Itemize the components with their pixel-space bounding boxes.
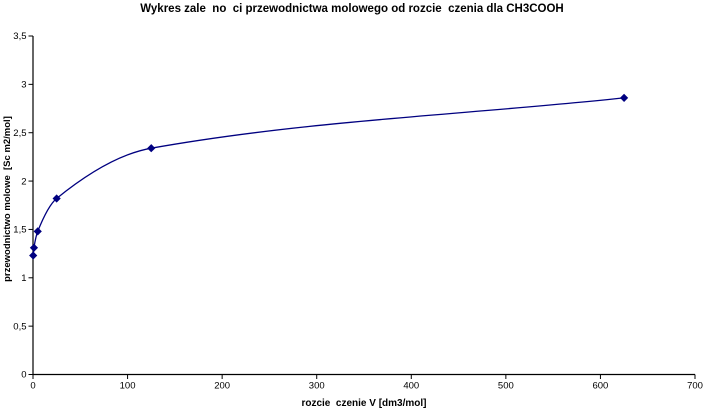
y-tick-label: 0 bbox=[21, 370, 26, 381]
x-tick-label: 700 bbox=[687, 381, 703, 392]
y-tick-label: 2 bbox=[21, 176, 26, 187]
data-point-marker bbox=[33, 227, 42, 236]
y-tick-label: 1 bbox=[21, 273, 26, 284]
y-tick-label: 2,5 bbox=[13, 128, 26, 139]
x-axis-label: rozcie czenie V [dm3/mol] bbox=[301, 398, 427, 409]
x-tick-label: 400 bbox=[403, 381, 419, 392]
data-point-marker bbox=[52, 194, 61, 203]
x-tick-label: 500 bbox=[498, 381, 514, 392]
x-tick-label: 600 bbox=[592, 381, 608, 392]
data-curve bbox=[32, 97, 625, 256]
x-tick-label: 0 bbox=[30, 381, 35, 392]
y-tick-label: 0,5 bbox=[13, 321, 26, 332]
data-point-marker bbox=[29, 251, 38, 260]
x-tick-label: 200 bbox=[214, 381, 230, 392]
x-tick-label: 300 bbox=[309, 381, 325, 392]
data-point-marker bbox=[619, 93, 629, 103]
chart-title: Wykres zale no ci przewodnictwa molowego… bbox=[140, 3, 564, 15]
data-point-marker bbox=[147, 144, 156, 153]
y-tick-label: 3 bbox=[21, 80, 26, 91]
data-point-marker bbox=[29, 243, 39, 252]
y-tick-label: 1,5 bbox=[13, 225, 26, 236]
axis-lines bbox=[32, 36, 695, 376]
x-tick-label: 100 bbox=[120, 381, 136, 392]
y-tick-label: 3,5 bbox=[13, 31, 26, 42]
